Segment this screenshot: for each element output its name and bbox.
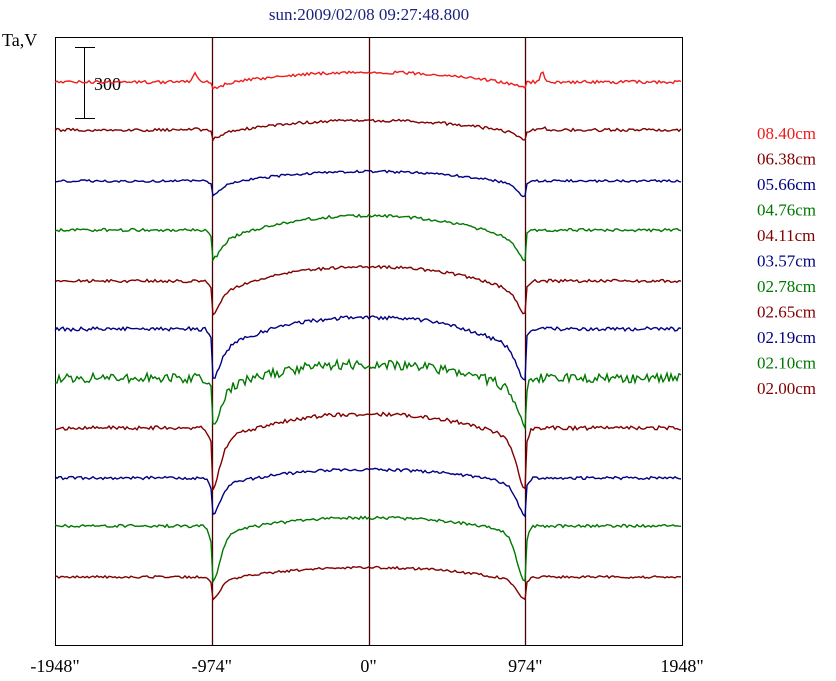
legend: 08.40cm 06.38cm 05.66cm 04.76cm 04.11cm 03.57…: [757, 124, 816, 398]
scale-bar-label: 300: [94, 74, 121, 94]
x-tick-label: 1948": [660, 656, 703, 676]
series-line-02.19cm: [54, 467, 682, 518]
series-lines: [54, 70, 682, 602]
legend-entry: 02.78cm: [757, 277, 816, 296]
series-line-02.00cm: [54, 565, 681, 602]
series-line-03.57cm: [54, 315, 682, 382]
legend-entry: 06.38cm: [757, 150, 816, 169]
legend-entry: 04.76cm: [757, 201, 816, 220]
legend-entry: 02.00cm: [757, 379, 816, 398]
chart-title: sun:2009/02/08 09:27:48.800: [269, 5, 469, 24]
legend-entry: 04.11cm: [757, 226, 815, 245]
series-line-02.65cm: [54, 411, 682, 491]
legend-entry: 02.19cm: [757, 328, 816, 347]
x-tick-labels: -1948" -974" 0" 974" 1948": [30, 656, 703, 676]
legend-entry: 02.65cm: [757, 303, 816, 322]
series-line-02.78cm: [54, 357, 682, 431]
x-tick-label: -974": [192, 656, 232, 676]
legend-entry: 05.66cm: [757, 175, 816, 194]
vertical-guides: [211, 38, 527, 645]
y-axis-label: Ta,V: [2, 30, 37, 50]
plot-frame: [55, 37, 683, 646]
series-line-04.76cm: [54, 213, 682, 263]
legend-entry: 02.10cm: [757, 354, 816, 373]
series-line-02.10cm: [54, 515, 682, 584]
legend-entry: 03.57cm: [757, 252, 816, 271]
scale-bar: 300: [75, 47, 121, 119]
series-line-06.38cm: [54, 118, 682, 142]
series-line-08.40cm: [54, 70, 682, 90]
legend-entry: 08.40cm: [757, 124, 816, 143]
x-tick-label: 0": [360, 656, 376, 676]
x-tick-label: -1948": [30, 656, 79, 676]
series-line-04.11cm: [54, 264, 682, 317]
series-line-05.66cm: [55, 169, 682, 198]
x-tick-label: 974": [508, 656, 542, 676]
